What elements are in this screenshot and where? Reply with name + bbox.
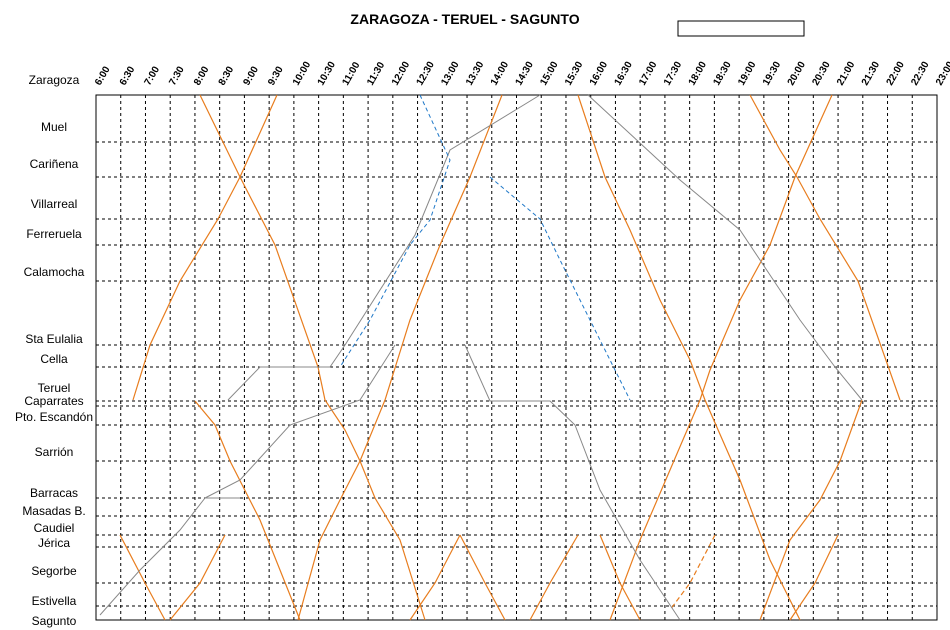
station-label: Sarrión: [35, 445, 74, 459]
station-label: Villarreal: [31, 197, 77, 211]
station-label: Caudiel: [34, 521, 75, 535]
time-label: 17:30: [662, 59, 685, 87]
station-label: Caparrates: [24, 394, 83, 408]
train-path: [464, 344, 681, 621]
station-label: Jérica: [38, 536, 70, 550]
train-path: [669, 534, 716, 611]
station-label: Sagunto: [32, 614, 77, 628]
station-label: Barracas: [30, 486, 78, 500]
train-path: [759, 399, 863, 621]
train-path: [489, 176, 631, 401]
time-label: 13:30: [464, 59, 487, 87]
time-label: 10:00: [291, 59, 314, 87]
time-label: 7:30: [167, 64, 187, 87]
time-label: 14:00: [489, 59, 512, 87]
time-label: 16:30: [613, 59, 636, 87]
time-label: 16:00: [588, 59, 611, 87]
station-label: Estivella: [32, 594, 77, 608]
time-label: 15:30: [563, 59, 586, 87]
time-label: 9:00: [241, 64, 261, 87]
train-path: [99, 497, 206, 616]
time-label: 14:30: [514, 59, 537, 87]
station-label: Calamocha: [24, 265, 85, 279]
train-path: [749, 94, 901, 401]
time-label: 19:00: [736, 59, 759, 87]
time-label: 10:30: [316, 59, 339, 87]
station-label: Cariñena: [30, 157, 79, 171]
time-label: 20:00: [786, 59, 809, 87]
time-label: 7:00: [143, 64, 163, 87]
time-label: 19:30: [761, 59, 784, 87]
time-label: 21:00: [835, 59, 858, 87]
train-path: [609, 94, 833, 621]
station-label: Cella: [40, 352, 68, 366]
station-label: Teruel: [38, 381, 71, 395]
time-label: 22:00: [885, 59, 908, 87]
train-path: [119, 534, 166, 621]
train-path: [789, 534, 839, 621]
train-path: [227, 94, 541, 401]
time-label: 22:30: [909, 59, 932, 87]
title: ZARAGOZA - TERUEL - SAGUNTO: [350, 11, 579, 27]
train-path: [199, 94, 426, 621]
train-path: [194, 400, 301, 621]
station-label: Sta Eulalia: [25, 332, 83, 346]
train-paths: [99, 94, 901, 621]
station-label: Zaragoza: [29, 73, 80, 87]
time-label: 8:30: [217, 64, 237, 87]
time-label: 18:30: [711, 59, 734, 87]
time-label: 18:00: [687, 59, 710, 87]
time-label: 23:00: [934, 59, 950, 87]
train-path: [409, 534, 461, 621]
train-path: [587, 94, 863, 401]
time-label: 6:30: [118, 64, 138, 87]
train-path: [169, 534, 226, 621]
empty-box: [677, 20, 805, 37]
time-label: 9:30: [266, 64, 286, 87]
station-label: Masadas B.: [22, 504, 85, 518]
time-label: 6:00: [93, 64, 113, 87]
time-label: 11:30: [365, 60, 387, 88]
time-label: 11:00: [340, 60, 362, 88]
train-path: [204, 344, 396, 499]
time-label: 8:00: [192, 64, 212, 87]
train-path: [459, 534, 506, 621]
station-label: Ferreruela: [26, 227, 82, 241]
train-path: [132, 94, 278, 401]
time-label: 20:30: [810, 59, 833, 87]
station-label: Segorbe: [31, 564, 77, 578]
time-label: 12:00: [390, 59, 413, 87]
train-path: [599, 534, 641, 621]
time-label: 15:00: [538, 59, 561, 87]
time-label: 12:30: [415, 59, 438, 87]
time-label: 21:30: [860, 59, 883, 87]
train-path: [577, 94, 801, 621]
time-label: 17:00: [637, 59, 660, 87]
train-path: [297, 94, 503, 621]
train-path: [529, 534, 579, 621]
time-label: 13:00: [439, 59, 462, 87]
train-path: [339, 94, 451, 368]
station-label: Pto. Escandón: [15, 410, 93, 424]
station-label: Muel: [41, 120, 67, 134]
